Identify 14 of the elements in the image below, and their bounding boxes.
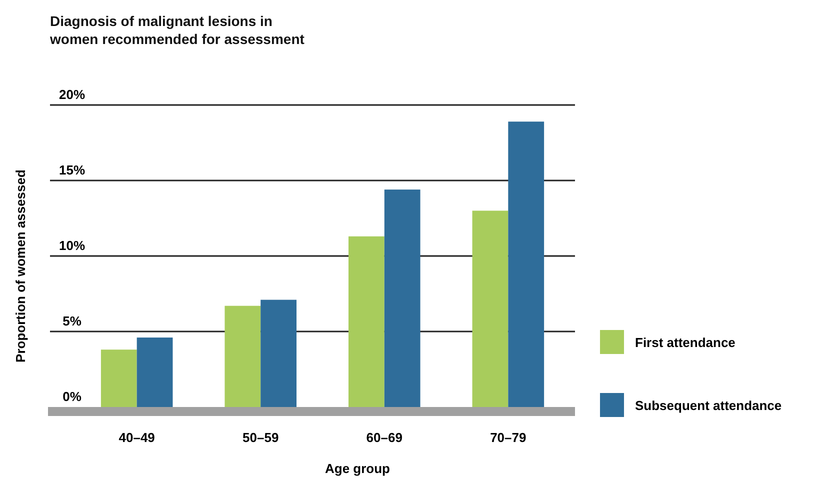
x-axis-title: Age group <box>325 461 390 476</box>
chart-title: Diagnosis of malignant lesions in women recommended for assessment <box>49 13 305 47</box>
y-tick-label: 10% <box>58 238 86 253</box>
x-tick-label: 70–79 <box>490 430 526 445</box>
y-tick-label: 20% <box>58 87 86 102</box>
y-tick-label: 5% <box>62 314 82 328</box>
y-axis-title: Proportion of women assessed <box>13 170 28 362</box>
x-tick-label: 50–59 <box>242 430 279 445</box>
x-tick-label: 60–69 <box>366 430 402 445</box>
y-tick-label: 0% <box>62 389 82 404</box>
legend-label: Subsequent attendance <box>635 398 782 413</box>
y-tick-label: 15% <box>58 162 86 178</box>
legend-label: First attendance <box>635 335 736 350</box>
x-tick-label: 40–49 <box>118 430 155 445</box>
